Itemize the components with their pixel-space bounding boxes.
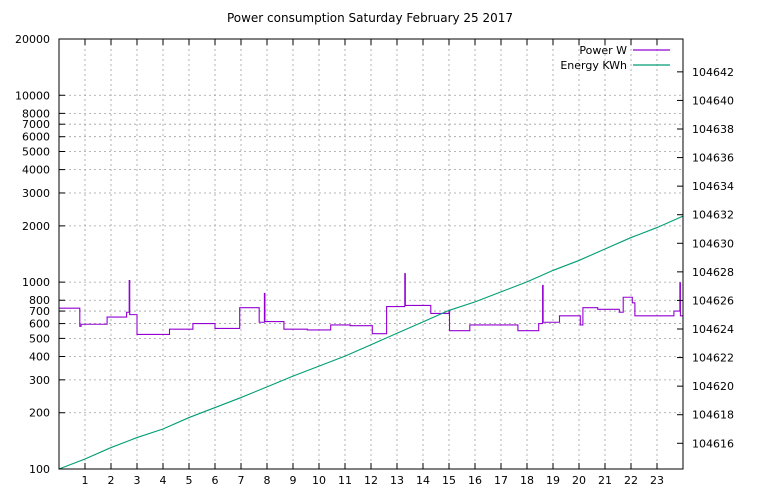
x-tick-label: 4 — [160, 474, 167, 487]
y-right-tick-label: 104632 — [692, 209, 734, 222]
y-left-tick-label: 300 — [29, 374, 50, 387]
x-tick-label: 11 — [338, 474, 352, 487]
y-right-tick-label: 104628 — [692, 266, 734, 279]
y-right-tick-label: 104640 — [692, 94, 734, 107]
grid — [59, 39, 683, 469]
y-left-tick-label: 1000 — [22, 276, 50, 289]
y-left-tick-label: 10000 — [15, 89, 50, 102]
x-tick-label: 2 — [108, 474, 115, 487]
y-left-tick-label: 5000 — [22, 146, 50, 159]
y-right-tick-label: 104636 — [692, 152, 734, 165]
x-tick-label: 16 — [468, 474, 482, 487]
y-left-tick-label: 400 — [29, 350, 50, 363]
x-tick-label: 20 — [572, 474, 586, 487]
legend-label-power: Power W — [579, 44, 627, 57]
legend-label-energy: Energy KWh — [560, 59, 627, 72]
x-tick-label: 7 — [238, 474, 245, 487]
y-left-tick-label: 20000 — [15, 33, 50, 46]
x-tick-label: 14 — [416, 474, 430, 487]
y-left-tick-label: 200 — [29, 407, 50, 420]
y-right-tick-label: 104616 — [692, 437, 734, 450]
x-tick-label: 1 — [82, 474, 89, 487]
y-left-tick-label: 7000 — [22, 118, 50, 131]
x-tick-label: 13 — [390, 474, 404, 487]
x-tick-label: 19 — [546, 474, 560, 487]
x-tick-label: 5 — [186, 474, 193, 487]
y-right-tick-label: 104626 — [692, 294, 734, 307]
y-right-tick-label: 104622 — [692, 352, 734, 365]
x-tick-label: 6 — [212, 474, 219, 487]
x-tick-label: 18 — [520, 474, 534, 487]
y-left-tick-label: 700 — [29, 305, 50, 318]
x-tick-label: 21 — [598, 474, 612, 487]
axes: 1 2 3 4 5 6 7 8 9 10 11 12 13 14 15 16 17 18 19 20 21 22 23100… — [15, 33, 734, 487]
y-right-tick-label: 104638 — [692, 123, 734, 136]
y-left-tick-label: 500 — [29, 332, 50, 345]
x-tick-label: 17 — [494, 474, 508, 487]
y-right-tick-label: 104630 — [692, 237, 734, 250]
series-line-energy — [58, 215, 684, 470]
x-tick-label: 3 — [134, 474, 141, 487]
legend: Power W Energy KWh — [560, 44, 670, 72]
y-right-tick-label: 104642 — [692, 66, 734, 79]
chart-title: Power consumption Saturday February 25 2… — [227, 11, 513, 25]
y-right-tick-label: 104620 — [692, 380, 734, 393]
series-layer — [58, 215, 684, 470]
y-right-tick-label: 104624 — [692, 323, 734, 336]
x-tick-label: 8 — [264, 474, 271, 487]
y-left-tick-label: 8000 — [22, 107, 50, 120]
y-left-tick-label: 100 — [29, 463, 50, 476]
y-right-tick-label: 104634 — [692, 180, 734, 193]
y-right-tick-label: 104618 — [692, 409, 734, 422]
y-left-tick-label: 800 — [29, 294, 50, 307]
x-tick-label: 12 — [364, 474, 378, 487]
y-left-tick-label: 6000 — [22, 131, 50, 144]
y-left-tick-label: 2000 — [22, 220, 50, 233]
y-left-tick-label: 600 — [29, 318, 50, 331]
x-tick-label: 15 — [442, 474, 456, 487]
x-tick-label: 9 — [290, 474, 297, 487]
y-left-tick-label: 4000 — [22, 164, 50, 177]
x-tick-label: 22 — [624, 474, 638, 487]
series-line-power — [59, 273, 683, 335]
y-left-tick-label: 3000 — [22, 187, 50, 200]
x-tick-label: 23 — [650, 474, 664, 487]
x-tick-label: 10 — [312, 474, 326, 487]
